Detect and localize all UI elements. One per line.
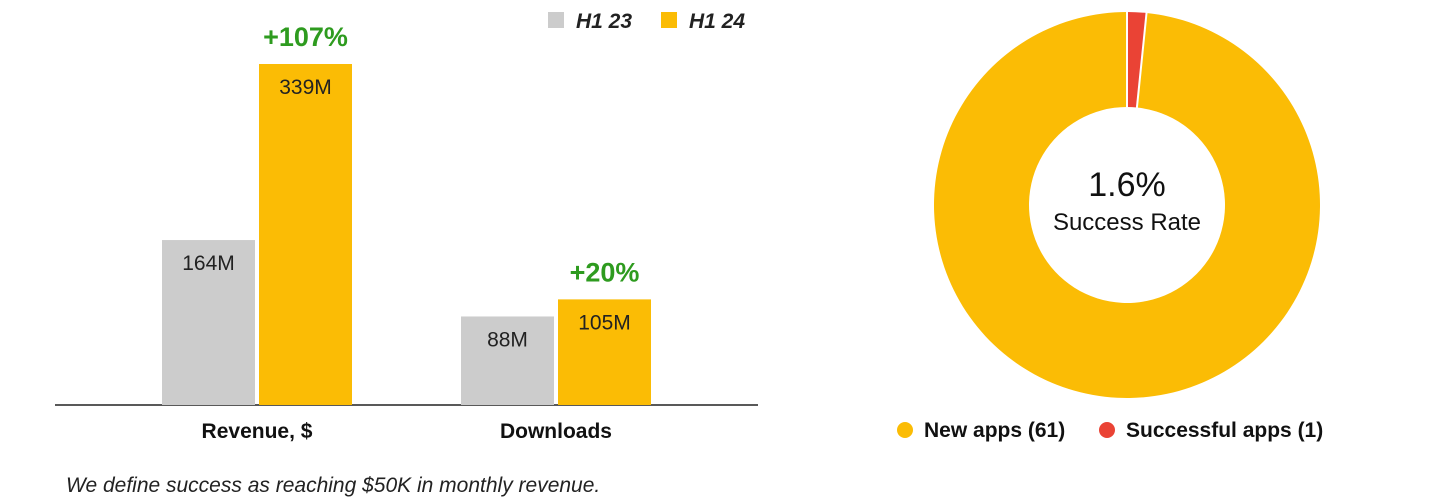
- growth-annotation-1: +20%: [570, 257, 640, 287]
- donut-slice-0: [933, 12, 1320, 398]
- bar-value-label-1-1: 105M: [578, 311, 631, 334]
- bar-value-label-0-0: 164M: [182, 252, 235, 275]
- bar-0-0: [162, 240, 255, 405]
- bar-chart: H1 23 H1 24 164M 339M +107% Revenue, $ 88M 105M…: [55, 10, 758, 443]
- slice-separator-1: [1135, 11, 1148, 109]
- bar-1-1: [558, 299, 651, 405]
- center-label: Success Rate: [1053, 209, 1201, 236]
- legend-dot-0: [897, 422, 913, 438]
- bar-value-label-1-0: 88M: [487, 328, 528, 351]
- donut-chart: 1.6% Success Rate New apps (61) Successful …: [897, 11, 1323, 442]
- legend-label-0: H1 23: [576, 10, 632, 33]
- legend-label-1: Successful apps (1): [1126, 419, 1323, 442]
- center-value: 1.6%: [1088, 166, 1166, 204]
- legend-label-0: New apps (61): [924, 419, 1065, 442]
- footnote: We define success as reaching $50K in mo…: [66, 474, 601, 497]
- category-label-0: Revenue, $: [202, 420, 313, 443]
- growth-annotation-0: +107%: [263, 22, 348, 52]
- bar-value-label-0-1: 339M: [279, 76, 332, 99]
- donut-slice-1: [1127, 12, 1147, 108]
- legend-swatch-0: [548, 12, 564, 28]
- category-label-1: Downloads: [500, 420, 612, 443]
- bar-1-0: [461, 316, 554, 405]
- legend-dot-1: [1099, 422, 1115, 438]
- bar-0-1: [259, 64, 352, 405]
- legend-swatch-1: [661, 12, 677, 28]
- legend-label-1: H1 24: [689, 10, 745, 33]
